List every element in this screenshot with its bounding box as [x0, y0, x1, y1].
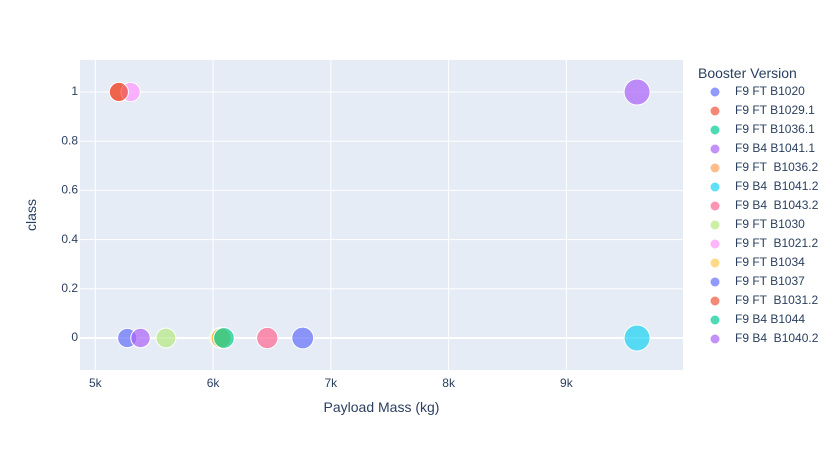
x-tick-label: 9k — [560, 376, 574, 390]
legend-label: F9 FT B1031.2 — [735, 293, 818, 307]
legend-label: F9 B4 B1040.2 — [735, 331, 819, 345]
data-point[interactable] — [623, 324, 651, 352]
legend-item[interactable]: F9 FT B1034 — [709, 255, 805, 269]
plot-background — [80, 60, 683, 370]
y-axis-title: class — [23, 199, 39, 231]
data-point[interactable] — [155, 327, 177, 349]
legend-item[interactable]: F9 B4 B1040.2 — [709, 331, 819, 345]
legend-label: F9 B4 B1044 — [735, 312, 805, 326]
legend-label: F9 FT B1020 — [735, 84, 805, 98]
y-tick-label: 0.6 — [61, 183, 78, 197]
legend-marker — [709, 314, 721, 326]
legend-item[interactable]: F9 FT B1031.2 — [709, 293, 818, 307]
legend-label: F9 FT B1029.1 — [735, 103, 815, 117]
legend-item[interactable]: F9 B4 B1041.1 — [709, 141, 815, 155]
legend-marker — [709, 162, 721, 174]
legend-label: F9 B4 B1041.1 — [735, 141, 815, 155]
legend: Booster Version F9 FT B1020 F9 FT B1029.1… — [698, 65, 819, 345]
x-tick-label: 8k — [442, 376, 456, 390]
x-tick-label: 7k — [325, 376, 339, 390]
legend-marker — [709, 238, 721, 250]
legend-item[interactable]: F9 FT B1021.2 — [709, 236, 818, 250]
legend-marker — [709, 257, 721, 269]
legend-label: F9 B4 B1043.2 — [735, 198, 819, 212]
legend-marker — [709, 143, 721, 155]
legend-marker — [709, 219, 721, 231]
y-tick-label: 0 — [71, 330, 78, 344]
x-tick-label: 5k — [89, 376, 103, 390]
y-tick-label: 0.8 — [61, 133, 78, 147]
legend-item[interactable]: F9 FT B1037 — [709, 274, 805, 288]
y-tick-label: 0.2 — [61, 281, 78, 295]
legend-marker — [709, 86, 721, 98]
legend-label: F9 B4 B1041.2 — [735, 179, 819, 193]
legend-items: F9 FT B1020 F9 FT B1029.1 F9 FT B1036.1 F9 … — [709, 84, 819, 345]
data-point[interactable] — [130, 327, 151, 349]
legend-marker — [709, 295, 721, 307]
y-tick-label: 1 — [71, 84, 78, 98]
x-axis-title: Payload Mass (kg) — [324, 399, 440, 415]
legend-item[interactable]: F9 FT B1020 — [709, 84, 805, 98]
legend-label: F9 FT B1030 — [735, 217, 805, 231]
legend-label: F9 FT B1021.2 — [735, 236, 818, 250]
legend-item[interactable]: F9 FT B1030 — [709, 217, 805, 231]
legend-label: F9 FT B1037 — [735, 274, 805, 288]
legend-marker — [709, 181, 721, 193]
y-tick-label: 0.4 — [61, 232, 78, 246]
data-point[interactable] — [213, 327, 235, 349]
legend-item[interactable]: F9 FT B1036.2 — [709, 160, 818, 174]
x-axis-ticks: 5k 6k 7k 8k 9k — [89, 376, 574, 390]
x-tick-label: 6k — [207, 376, 221, 390]
legend-marker — [709, 105, 721, 117]
legend-label: F9 FT B1036.1 — [735, 122, 815, 136]
legend-title: Booster Version — [698, 65, 797, 81]
data-point[interactable] — [291, 326, 315, 350]
legend-item[interactable]: F9 B4 B1041.2 — [709, 179, 819, 193]
legend-label: F9 FT B1034 — [735, 255, 805, 269]
data-point[interactable] — [256, 326, 279, 350]
grid-lines — [80, 60, 683, 370]
legend-item[interactable]: F9 B4 B1043.2 — [709, 198, 819, 212]
y-axis-ticks: 0 0.2 0.4 0.6 0.8 1 — [61, 84, 78, 344]
data-point[interactable] — [108, 81, 129, 103]
legend-item[interactable]: F9 FT B1036.1 — [709, 122, 815, 136]
legend-label: F9 FT B1036.2 — [735, 160, 818, 174]
legend-marker — [709, 276, 721, 288]
data-point[interactable] — [623, 78, 651, 106]
legend-item[interactable]: F9 B4 B1044 — [709, 312, 805, 326]
legend-marker — [709, 333, 721, 345]
legend-marker — [709, 124, 721, 136]
data-points — [108, 78, 651, 352]
legend-marker — [709, 200, 721, 212]
legend-item[interactable]: F9 FT B1029.1 — [709, 103, 815, 117]
